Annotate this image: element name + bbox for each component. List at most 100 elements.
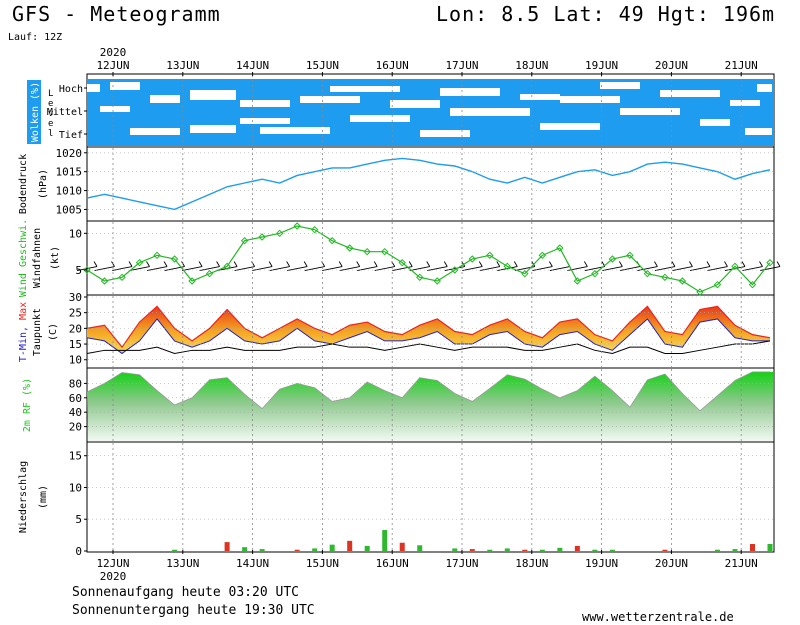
- cloud-gap: [240, 100, 290, 107]
- humidity-tick-label: 60: [69, 392, 82, 405]
- day-label-bottom: 15JUN: [306, 557, 339, 570]
- day-label-bottom: 13JUN: [166, 557, 199, 570]
- precip-bar: [172, 549, 178, 551]
- cloud-label-bg: [27, 80, 41, 144]
- wind-barb-label: Windfahnen: [32, 228, 43, 288]
- wind-barb: [724, 261, 728, 267]
- temperature-tick-label: 15: [69, 338, 82, 351]
- wind-barb: [286, 261, 291, 267]
- pressure-unit-label: (hPa): [38, 169, 49, 199]
- day-label-top: 15JUN: [306, 59, 339, 72]
- precip-bar: [574, 545, 580, 551]
- cloud-gap: [620, 108, 680, 115]
- wind-barb: [111, 266, 133, 271]
- wind-barb: [478, 261, 483, 267]
- cloud-gap: [600, 82, 640, 89]
- dewpoint-axis-label: Taupunkt: [32, 308, 43, 356]
- wind-barb: [618, 261, 623, 267]
- cloud-gap: [110, 82, 140, 90]
- level-letter: v: [48, 109, 53, 119]
- day-label-top: 14JUN: [236, 59, 269, 72]
- wind-speed-point: [486, 251, 494, 260]
- wind-barb: [181, 266, 203, 271]
- wind-barb: [287, 266, 308, 271]
- wind-speed-point: [748, 280, 757, 289]
- precip-tick-label: 0: [75, 545, 82, 558]
- wind-speed-point: [468, 255, 476, 263]
- wind-barb: [303, 261, 308, 267]
- cloud-gap: [330, 86, 400, 92]
- precip-bar: [329, 544, 335, 551]
- wind-barb: [322, 266, 343, 271]
- sunrise-text: Sonnenaufgang heute 03:20 UTC: [72, 585, 299, 600]
- precip-bar: [417, 545, 423, 551]
- day-label-bottom: 17JUN: [445, 557, 478, 570]
- cloud-top-band: [88, 75, 773, 79]
- wind-speed-point: [258, 233, 266, 241]
- day-label-bottom: 14JUN: [236, 557, 269, 570]
- wind-speed-point: [503, 262, 512, 271]
- page-title: GFS - Meteogramm: [12, 2, 221, 26]
- day-label-top: 12JUN: [96, 59, 129, 72]
- wind-speed-point: [345, 244, 354, 252]
- wind-barb: [583, 261, 588, 267]
- location-coordinates: Lon: 8.5 Lat: 49 Hgt: 196m: [436, 2, 776, 26]
- precip-tick-label: 10: [69, 481, 82, 494]
- precip-bar: [504, 548, 510, 551]
- dewpoint-line: [86, 340, 771, 354]
- wind-barb: [759, 261, 763, 267]
- cloud-gap: [240, 118, 290, 124]
- sunset-text: Sonnenuntergang heute 19:30 UTC: [72, 603, 315, 618]
- wind-barb: [94, 266, 115, 271]
- wind-speed-point: [363, 247, 371, 256]
- wind-barb: [199, 266, 220, 271]
- cloud-gap: [390, 100, 440, 108]
- wind-speed-point: [451, 266, 459, 274]
- precip-bar: [399, 542, 405, 551]
- wind-speed-point: [713, 280, 722, 289]
- site-url[interactable]: www.wetterzentrale.de: [582, 610, 734, 624]
- precip-bar: [522, 549, 528, 551]
- pressure-axis-label: Bodendruck: [18, 154, 29, 214]
- precip-bar: [347, 540, 353, 551]
- precip-bar: [382, 530, 388, 551]
- wind-barb: [146, 261, 150, 267]
- wind-barb: [128, 261, 133, 267]
- wind-barb: [251, 261, 256, 267]
- wind-speed-point: [293, 222, 301, 230]
- wind-speed-point: [626, 251, 634, 260]
- wind-barb: [93, 261, 98, 267]
- wind-barb: [776, 261, 781, 267]
- day-label-bottom: 16JUN: [376, 557, 409, 570]
- pressure-line: [86, 157, 771, 211]
- wind-barb: [356, 261, 361, 267]
- wind-speed-line: [86, 225, 771, 293]
- pressure-tick-label: 1015: [56, 166, 83, 179]
- wind-barb: [233, 261, 238, 267]
- cloud-gap: [757, 84, 772, 92]
- wind-barb: [443, 261, 448, 267]
- wind-speed-point: [153, 251, 161, 260]
- humidity-line: [86, 371, 770, 412]
- precip-bar: [469, 549, 475, 551]
- wind-speed-point: [118, 273, 126, 282]
- temperature-tick-label: 10: [69, 354, 82, 367]
- level-letter: l: [48, 129, 53, 139]
- temperature-range-area: [87, 306, 770, 354]
- precip-bar: [749, 544, 755, 551]
- precip-bar: [714, 549, 720, 551]
- wind-barb: [479, 266, 500, 271]
- cloud-gap: [150, 95, 180, 103]
- wind-speed-point: [205, 269, 214, 278]
- wind-barb: [462, 266, 483, 271]
- wind-barb: [672, 266, 693, 271]
- wind-speed-point: [170, 255, 179, 263]
- wind-barb: [234, 266, 255, 271]
- cloud-level-label: Tief: [59, 130, 83, 141]
- wind-speed-point: [398, 258, 406, 267]
- precip-bar: [242, 547, 248, 551]
- wind-barb: [689, 261, 693, 267]
- cloud-level-label: Hoch: [59, 84, 83, 95]
- day-label-top: 19JUN: [585, 59, 618, 72]
- cloud-axis-label: Wolken (%): [30, 82, 41, 142]
